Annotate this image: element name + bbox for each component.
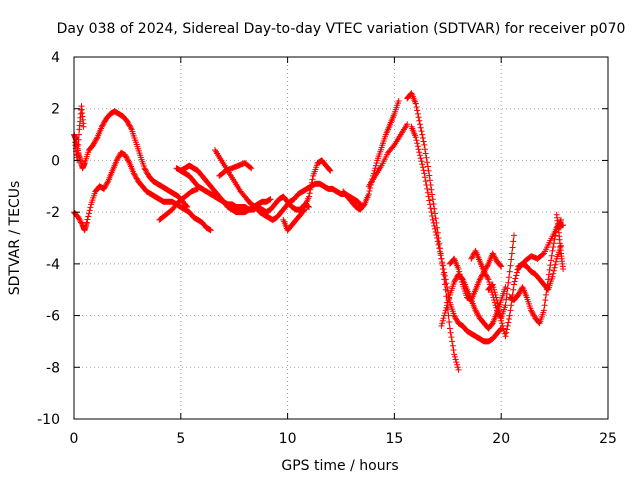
series-arc-4 (156, 185, 201, 223)
series-arc-12 (365, 121, 411, 190)
series-trace (411, 126, 502, 342)
series-arc-1 (71, 108, 191, 210)
plus-marker (177, 162, 312, 216)
plus-marker (280, 206, 308, 234)
y-tick-label: 4 (51, 50, 60, 66)
y-axis-label: SDTVAR / TECUs (7, 181, 23, 296)
y-tick-label: -10 (37, 412, 60, 428)
series-arc-21 (553, 211, 567, 272)
data-marks (71, 90, 567, 373)
x-tick-label: 25 (599, 431, 617, 447)
y-tick-label: -8 (46, 360, 60, 376)
plus-marker (156, 185, 201, 223)
x-tick-label: 20 (492, 431, 510, 447)
x-tick-label: 10 (279, 431, 297, 447)
series-arc-17 (468, 247, 505, 275)
plus-marker (301, 157, 334, 210)
plus-marker (553, 211, 567, 272)
series-arc-20 (515, 222, 567, 272)
plus-marker (71, 108, 191, 210)
y-tick-label: 2 (51, 102, 60, 118)
y-tick-label: 0 (51, 153, 60, 169)
series-arc-2 (72, 103, 87, 164)
series-arc-9 (280, 206, 308, 234)
plus-marker (340, 98, 402, 213)
gridlines (74, 57, 608, 419)
plus-marker (216, 160, 255, 179)
series-arc-19 (506, 216, 564, 327)
y-tick-label: -6 (46, 309, 60, 325)
series-arc-10 (301, 157, 334, 210)
y-tick-label: -4 (46, 257, 60, 273)
plus-marker (408, 123, 505, 345)
series-arc-8 (216, 160, 255, 179)
series-arc-11 (340, 98, 402, 213)
plus-marker (506, 216, 564, 327)
plus-marker (72, 103, 87, 164)
plus-marker (365, 121, 411, 190)
plot-frame (73, 56, 609, 420)
chart-title: Day 038 of 2024, Sidereal Day-to-day VTE… (57, 21, 626, 37)
plus-marker (468, 247, 505, 275)
series-arc-14 (408, 123, 505, 345)
y-tick-label: -2 (46, 205, 60, 221)
x-tick-label: 15 (385, 431, 403, 447)
series-arc-7 (212, 147, 366, 223)
x-tick-label: 5 (176, 431, 185, 447)
x-tick-label: 0 (70, 431, 79, 447)
x-axis-label: GPS time / hours (281, 458, 398, 474)
